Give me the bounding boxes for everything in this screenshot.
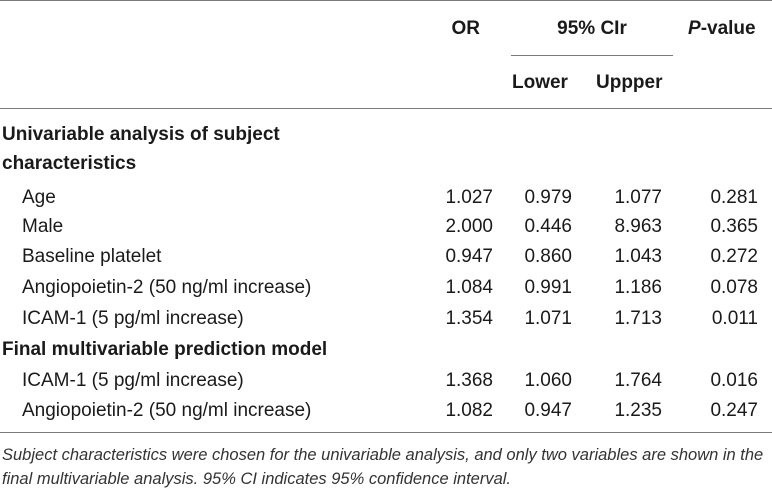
row-or: 1.082 xyxy=(445,400,493,421)
row-label: Age xyxy=(22,187,56,208)
row-label: Baseline platelet xyxy=(22,246,162,267)
table-bottom-rule xyxy=(0,432,772,433)
row-p: 0.365 xyxy=(710,216,758,237)
row-label: Male xyxy=(22,216,64,237)
header-pvalue: P-value xyxy=(688,18,756,40)
row-p: 0.281 xyxy=(710,187,758,208)
row-or: 2.000 xyxy=(445,216,493,237)
row-upper: 1.043 xyxy=(614,246,662,267)
header-upper: Uppper xyxy=(596,72,663,93)
header-bottom-rule xyxy=(0,108,772,109)
header-pvalue-italic: P xyxy=(688,18,701,39)
header-lower: Lower xyxy=(512,72,568,93)
row-label: Angiopoietin-2 (50 ng/ml increase) xyxy=(22,400,312,421)
row-upper: 8.963 xyxy=(614,216,662,237)
row-p: 0.016 xyxy=(710,370,758,391)
row-upper: 1.235 xyxy=(614,400,662,421)
row-or: 1.368 xyxy=(445,370,493,391)
table-top-rule xyxy=(0,0,772,1)
header-ci: 95% CIr xyxy=(557,18,627,39)
row-upper: 1.764 xyxy=(614,370,662,391)
row-upper: 1.713 xyxy=(614,308,662,329)
section-title-univariable: Univariable analysis of subject characte… xyxy=(2,124,280,175)
row-lower: 0.991 xyxy=(524,277,572,298)
row-label: Angiopoietin-2 (50 ng/ml increase) xyxy=(22,277,312,298)
row-or: 1.027 xyxy=(445,187,493,208)
section-title-multivariable: Final multivariable prediction model xyxy=(2,339,328,360)
row-lower: 0.860 xyxy=(524,246,572,267)
row-p: 0.011 xyxy=(711,308,758,329)
row-upper: 1.186 xyxy=(614,277,662,298)
row-lower: 1.071 xyxy=(524,308,572,329)
row-label: ICAM-1 (5 pg/ml increase) xyxy=(22,370,244,391)
row-p: 0.247 xyxy=(710,400,758,421)
ci-header-rule xyxy=(511,55,673,56)
header-pvalue-rest: -value xyxy=(700,18,756,39)
section-title-line-1: Univariable analysis of subject xyxy=(2,124,280,145)
row-or: 0.947 xyxy=(445,246,493,267)
row-lower: 0.979 xyxy=(524,187,572,208)
row-or: 1.354 xyxy=(445,308,493,329)
row-upper: 1.077 xyxy=(614,187,662,208)
table-footnote: Subject characteristics were chosen for … xyxy=(2,446,764,488)
row-p: 0.078 xyxy=(710,277,758,298)
row-or: 1.084 xyxy=(445,277,493,298)
header-or: OR xyxy=(451,18,481,39)
row-lower: 1.060 xyxy=(524,370,572,391)
row-p: 0.272 xyxy=(710,246,758,267)
section-title-line-2: characteristics xyxy=(2,153,137,174)
row-label: ICAM-1 (5 pg/ml increase) xyxy=(22,308,244,329)
row-lower: 0.446 xyxy=(524,216,572,237)
row-lower: 0.947 xyxy=(524,400,572,421)
